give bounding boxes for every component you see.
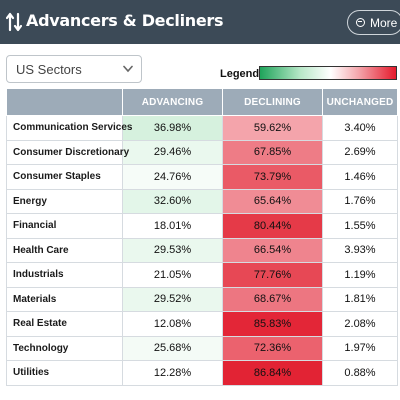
column-header-advancing[interactable]: ADVANCING: [122, 88, 223, 116]
sector-group-select-value: US Sectors: [16, 61, 82, 77]
unchanged-cell: 1.55%: [322, 213, 398, 239]
advancing-cell: 12.08%: [122, 311, 223, 337]
unchanged-cell: 1.46%: [322, 164, 398, 190]
column-header-unchanged[interactable]: UNCHANGED: [322, 88, 398, 116]
declining-cell: 65.64%: [222, 188, 323, 214]
table-header-row: ADVANCING DECLINING UNCHANGED: [6, 88, 398, 116]
sector-name-cell: Industrials: [6, 262, 123, 288]
minus-circle-icon: [356, 18, 365, 27]
sector-name-cell: Communication Services: [6, 115, 132, 141]
table-row[interactable]: Communication Services 36.98% 59.62% 3.40%: [6, 115, 398, 141]
table-row[interactable]: Real Estate 12.08% 85.83% 2.08%: [6, 311, 398, 337]
declining-cell: 85.83%: [222, 311, 323, 337]
declining-cell: 66.54%: [222, 237, 323, 263]
sector-name-cell: Real Estate: [6, 311, 123, 337]
table-row[interactable]: Materials 29.52% 68.67% 1.81%: [6, 286, 398, 312]
table-row[interactable]: Energy 32.60% 65.64% 1.76%: [6, 188, 398, 214]
sector-name-cell: Health Care: [6, 237, 123, 263]
legend-gradient-bar: [259, 66, 397, 80]
advancing-cell: 29.46%: [122, 139, 223, 165]
unchanged-cell: 0.88%: [322, 360, 398, 386]
declining-cell: 68.67%: [222, 286, 323, 312]
table-row[interactable]: Financial 18.01% 80.44% 1.55%: [6, 213, 398, 239]
sector-group-select[interactable]: US Sectors: [6, 55, 142, 83]
table-row[interactable]: Utilities 12.28% 86.84% 0.88%: [6, 360, 398, 386]
advancing-cell: 18.01%: [122, 213, 223, 239]
advancing-cell: 24.76%: [122, 164, 223, 190]
declining-cell: 67.85%: [222, 139, 323, 165]
declining-cell: 72.36%: [222, 335, 323, 361]
unchanged-cell: 2.69%: [322, 139, 398, 165]
unchanged-cell: 1.97%: [322, 335, 398, 361]
advancing-cell: 21.05%: [122, 262, 223, 288]
declining-cell: 73.79%: [222, 164, 323, 190]
sector-name-cell: Energy: [6, 188, 123, 214]
sector-name-cell: Financial: [6, 213, 123, 239]
declining-cell: 80.44%: [222, 213, 323, 239]
sector-name-cell: Consumer Staples: [6, 164, 123, 190]
advancing-cell: 25.68%: [122, 335, 223, 361]
advancing-cell: 12.28%: [122, 360, 223, 386]
table-row[interactable]: Industrials 21.05% 77.76% 1.19%: [6, 262, 398, 288]
app-header: Advancers & Decliners More: [0, 0, 400, 44]
legend-label: Legend:: [220, 68, 263, 80]
more-button[interactable]: More: [347, 10, 400, 35]
unchanged-cell: 3.40%: [322, 115, 398, 141]
advancing-cell: 32.60%: [122, 188, 223, 214]
declining-cell: 77.76%: [222, 262, 323, 288]
unchanged-cell: 1.76%: [322, 188, 398, 214]
column-header-sector: [6, 88, 123, 116]
sector-name-cell: Materials: [6, 286, 123, 312]
declining-cell: 86.84%: [222, 360, 323, 386]
sector-name-cell: Consumer Discretionary: [6, 139, 129, 165]
unchanged-cell: 3.93%: [322, 237, 398, 263]
unchanged-cell: 1.19%: [322, 262, 398, 288]
advancing-cell: 29.52%: [122, 286, 223, 312]
table-row[interactable]: Consumer Staples 24.76% 73.79% 1.46%: [6, 164, 398, 190]
sector-name-cell: Utilities: [6, 360, 123, 386]
page-title: Advancers & Decliners: [26, 11, 224, 30]
chevron-down-icon: [123, 65, 133, 73]
table-row[interactable]: Consumer Discretionary 29.46% 67.85% 2.69%: [6, 139, 398, 165]
sector-name-cell: Technology: [6, 335, 123, 361]
more-button-label: More: [370, 15, 398, 30]
column-header-declining[interactable]: DECLINING: [222, 88, 323, 116]
table-row[interactable]: Technology 25.68% 72.36% 1.97%: [6, 335, 398, 361]
unchanged-cell: 2.08%: [322, 311, 398, 337]
advancers-decliners-table: ADVANCING DECLINING UNCHANGED Communicat…: [6, 88, 398, 386]
declining-cell: 59.62%: [222, 115, 323, 141]
sort-arrows-icon: [6, 12, 22, 32]
unchanged-cell: 1.81%: [322, 286, 398, 312]
table-row[interactable]: Health Care 29.53% 66.54% 3.93%: [6, 237, 398, 263]
advancing-cell: 29.53%: [122, 237, 223, 263]
advancing-cell: 36.98%: [122, 115, 223, 141]
